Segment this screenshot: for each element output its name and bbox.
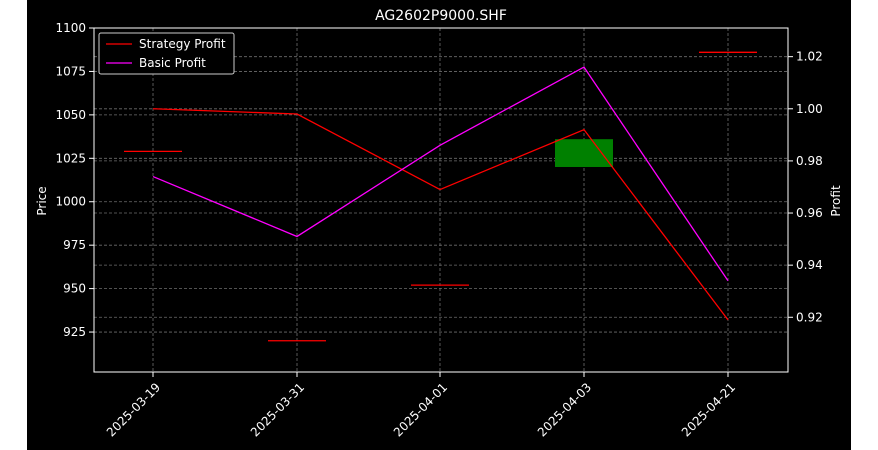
right-tick-label: 1.02 xyxy=(796,50,823,64)
left-tick-label: 925 xyxy=(63,325,86,339)
right-tick-label: 0.92 xyxy=(796,310,823,324)
right-axis: 0.92 0.94 0.96 0.98 1.00 1.02 xyxy=(788,50,823,324)
left-tick-label: 1075 xyxy=(55,64,86,78)
left-tick-label: 950 xyxy=(63,282,86,296)
right-tick-label: 0.98 xyxy=(796,154,823,168)
legend-label-basic-profit: Basic Profit xyxy=(139,56,206,70)
right-tick-label: 0.94 xyxy=(796,258,823,272)
right-axis-label: Profit xyxy=(829,185,843,217)
series-line-basic-profit xyxy=(152,66,729,282)
left-tick-label: 1025 xyxy=(55,151,86,165)
legend-box xyxy=(98,32,235,75)
series-line-strategy-profit xyxy=(152,108,729,321)
left-tick-label: 1050 xyxy=(55,108,86,122)
legend-label-strategy-profit: Strategy Profit xyxy=(139,37,226,51)
line-layer xyxy=(152,66,729,321)
left-axis: 925 950 975 1000 1025 1050 1075 1100 xyxy=(55,21,94,339)
plot-frame xyxy=(93,27,789,373)
chart-title: AG2602P9000.SHF xyxy=(375,8,507,24)
left-tick-label: 975 xyxy=(63,238,86,252)
right-tick-label: 1.00 xyxy=(796,102,823,116)
candle-2025-04-03 xyxy=(555,139,613,167)
grid-layer xyxy=(94,27,788,372)
legend: Strategy Profit Basic Profit xyxy=(98,32,235,75)
left-tick-label: 1000 xyxy=(55,195,86,209)
left-tick-label: 1100 xyxy=(55,21,86,35)
right-tick-label: 0.96 xyxy=(796,206,823,220)
candle-layer xyxy=(124,51,757,342)
left-axis-label: Price xyxy=(35,186,49,215)
figure-background xyxy=(27,0,851,450)
